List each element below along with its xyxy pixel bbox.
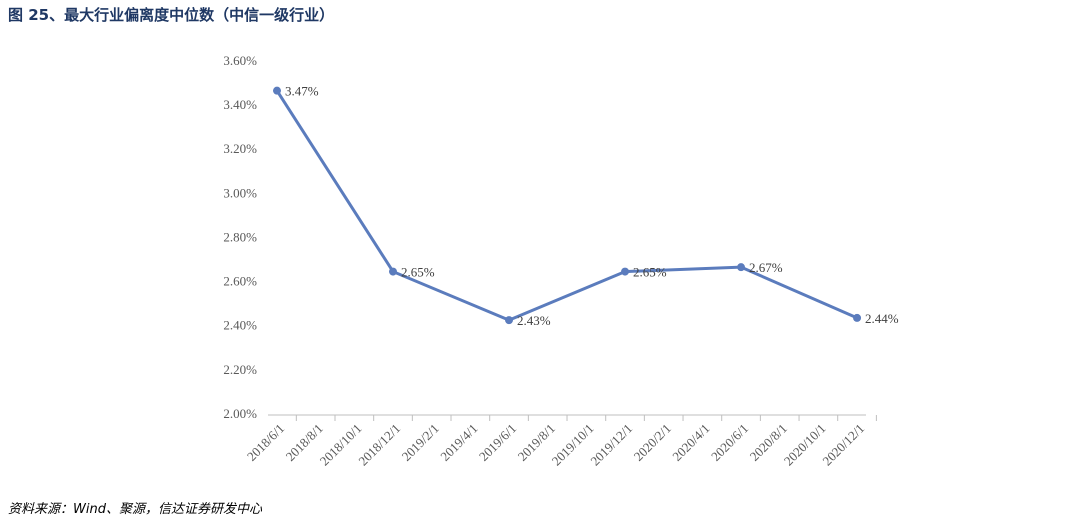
x-tick-label: 2018/6/1 (244, 421, 287, 464)
y-tick-label: 2.40% (223, 318, 257, 333)
source-note: 资料来源：Wind、聚源，信达证券研发中心 (8, 502, 263, 517)
y-tick-label: 2.80% (223, 229, 257, 244)
point (389, 267, 398, 276)
x-tick-label: 2019/6/1 (476, 421, 519, 464)
y-tick-label: 3.20% (223, 141, 257, 156)
x-tick-label: 2019/2/1 (399, 421, 442, 464)
x-tick-label: 2020/4/1 (669, 421, 712, 464)
y-tick-label: 3.00% (223, 185, 257, 200)
point (621, 267, 630, 276)
x-tick-label: 2018/12/1 (355, 421, 403, 469)
data-label: 2.67% (749, 260, 783, 275)
x-tick-label: 2019/12/1 (587, 421, 635, 469)
data-label: 2.65% (633, 265, 667, 280)
y-tick-label: 2.60% (223, 274, 257, 289)
data-label: 2.65% (401, 265, 435, 280)
chart-title: 图 25、最大行业偏离度中位数（中信一级行业） (8, 6, 334, 24)
y-tick-label: 3.60% (223, 53, 257, 68)
line (275, 89, 858, 322)
x-tick-label: 2020/2/1 (631, 421, 674, 464)
data-label: 2.43% (517, 313, 551, 328)
point (853, 313, 862, 322)
x-tick-label: 2020/12/1 (819, 421, 867, 469)
y-tick-label: 3.40% (223, 97, 257, 112)
x-tick-label: 2019/4/1 (437, 421, 480, 464)
y-tick-label: 2.20% (223, 362, 257, 377)
point (273, 86, 281, 95)
x-tick-label: 2020/6/1 (708, 421, 751, 464)
point (505, 316, 514, 325)
data-label: 2.44% (865, 311, 899, 326)
y-tick-label: 2.00% (223, 406, 257, 421)
point (737, 263, 746, 272)
data-label: 3.47% (285, 84, 319, 99)
